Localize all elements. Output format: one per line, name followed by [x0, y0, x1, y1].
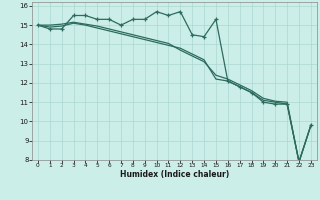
- X-axis label: Humidex (Indice chaleur): Humidex (Indice chaleur): [120, 170, 229, 179]
